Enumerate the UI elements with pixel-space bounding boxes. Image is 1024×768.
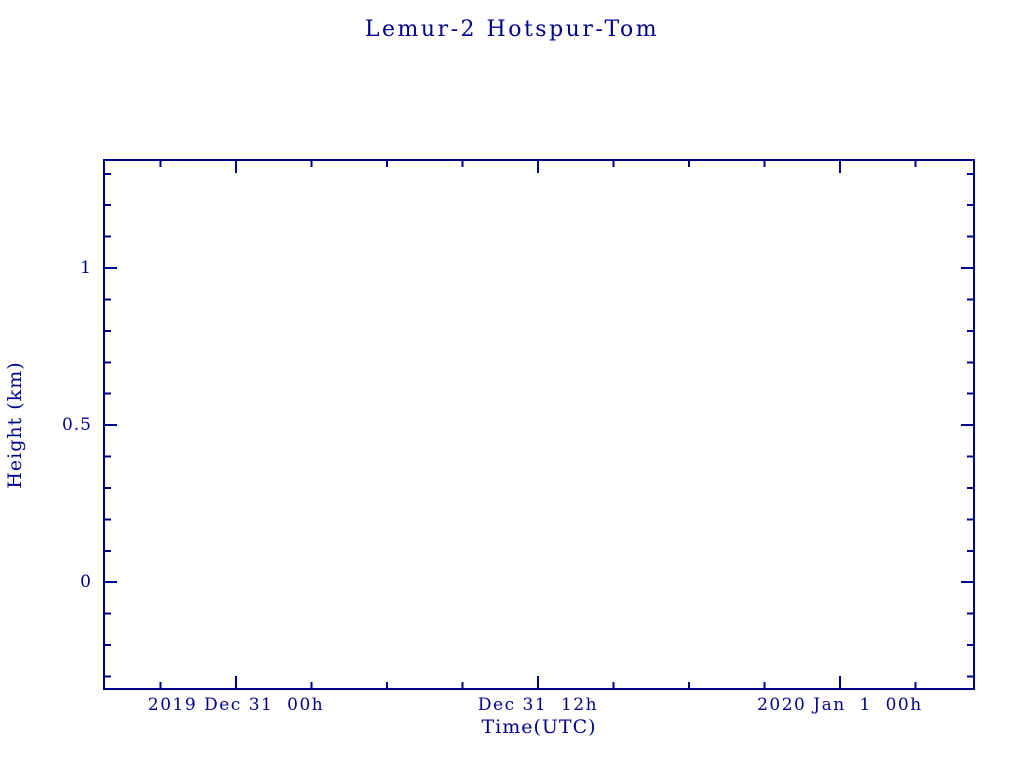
x-axis-title: Time(UTC) bbox=[481, 716, 597, 738]
y-tick-label: 0 bbox=[80, 572, 92, 593]
x-tick-label: 2020 Jan 1 00h bbox=[757, 695, 923, 715]
y-tick-label: 0.5 bbox=[61, 415, 92, 436]
chart-title: Lemur-2 Hotspur-Tom bbox=[364, 17, 660, 42]
y-axis-title: Height (km) bbox=[4, 361, 26, 489]
y-tick-label: 1 bbox=[80, 258, 92, 279]
axis-frame bbox=[103, 159, 975, 690]
x-tick-label: 2019 Dec 31 00h bbox=[147, 695, 325, 715]
x-tick-label: Dec 31 12h bbox=[477, 695, 599, 715]
